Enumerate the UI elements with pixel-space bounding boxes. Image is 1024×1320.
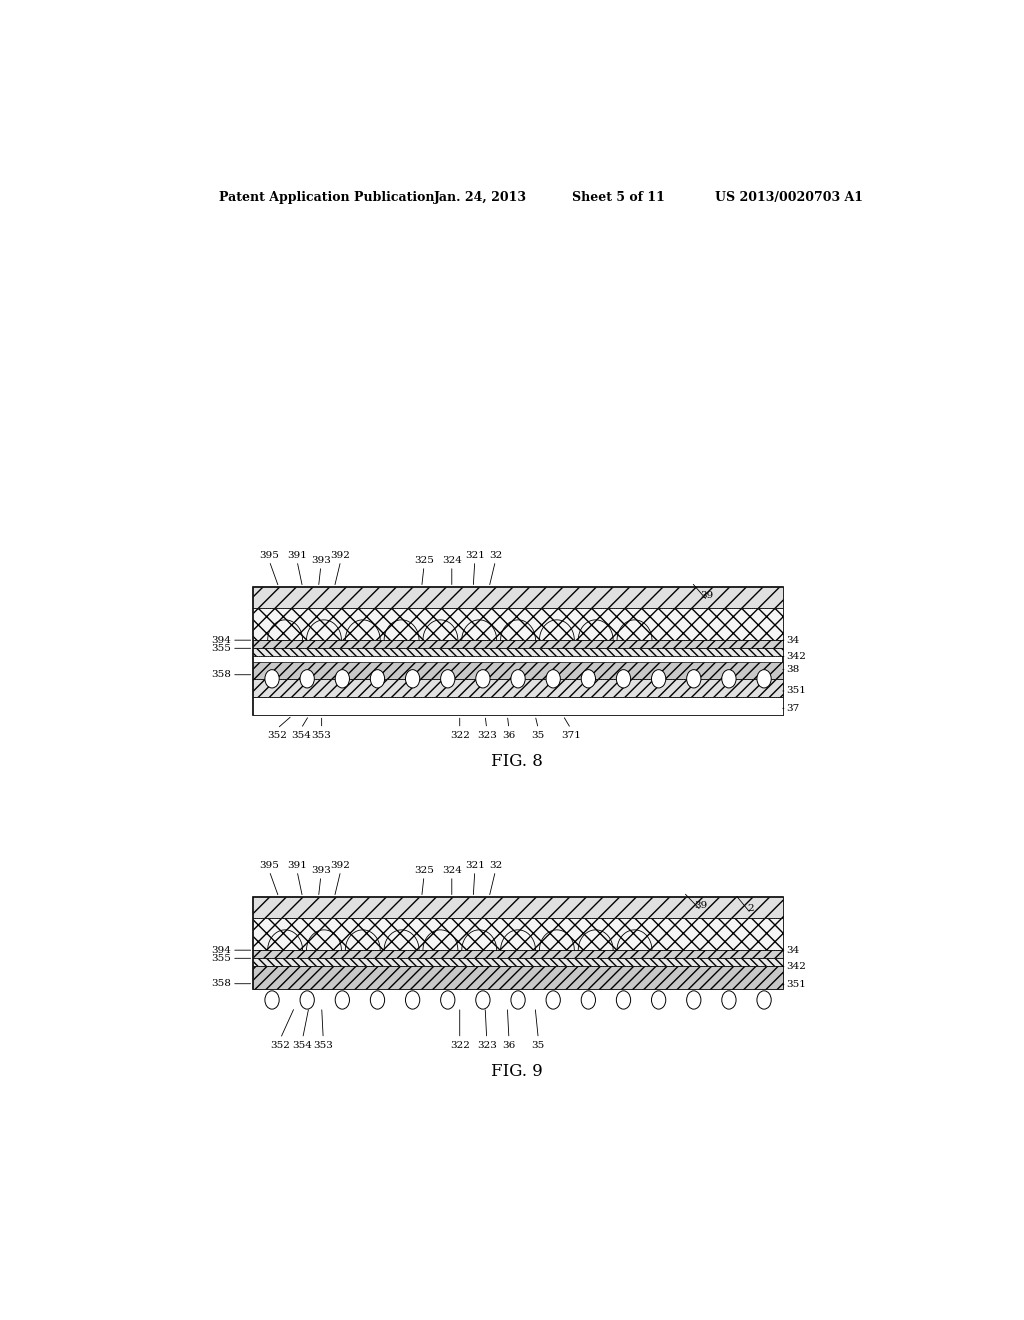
Circle shape: [757, 991, 771, 1008]
Circle shape: [616, 669, 631, 688]
Circle shape: [511, 669, 525, 688]
Text: 324: 324: [441, 866, 462, 875]
Text: 351: 351: [786, 686, 807, 696]
Text: 323: 323: [477, 731, 497, 739]
Circle shape: [582, 991, 596, 1008]
Bar: [253, 966, 782, 989]
Circle shape: [300, 991, 314, 1008]
Text: 393: 393: [311, 556, 331, 565]
Bar: [253, 661, 782, 678]
Text: 322: 322: [450, 731, 470, 739]
Bar: [253, 917, 782, 950]
Text: 393: 393: [311, 866, 331, 875]
Circle shape: [476, 991, 490, 1008]
Circle shape: [757, 669, 771, 688]
Text: 391: 391: [287, 550, 307, 560]
Text: FIG. 9: FIG. 9: [490, 1063, 543, 1080]
Text: 352: 352: [270, 1040, 291, 1049]
Text: 342: 342: [786, 962, 807, 972]
Circle shape: [722, 991, 736, 1008]
Circle shape: [406, 991, 420, 1008]
Text: 37: 37: [786, 704, 800, 713]
Text: 32: 32: [488, 550, 502, 560]
Bar: [253, 648, 782, 656]
Text: 394: 394: [211, 636, 231, 644]
Circle shape: [616, 991, 631, 1008]
Text: 351: 351: [786, 981, 807, 989]
Text: 394: 394: [211, 945, 231, 954]
Text: Patent Application Publication: Patent Application Publication: [219, 191, 435, 203]
Circle shape: [476, 669, 490, 688]
Circle shape: [722, 669, 736, 688]
Circle shape: [265, 991, 280, 1008]
Circle shape: [546, 669, 560, 688]
Bar: [253, 898, 782, 917]
Text: Jan. 24, 2013: Jan. 24, 2013: [433, 191, 526, 203]
Circle shape: [335, 991, 349, 1008]
Circle shape: [440, 991, 455, 1008]
Text: 35: 35: [531, 1040, 545, 1049]
Circle shape: [687, 991, 700, 1008]
Text: 354: 354: [293, 1040, 312, 1049]
Text: 325: 325: [414, 866, 434, 875]
Bar: [253, 950, 782, 958]
Text: 358: 358: [211, 671, 231, 680]
Text: 391: 391: [287, 861, 307, 870]
Text: FIG. 8: FIG. 8: [490, 752, 543, 770]
Text: 353: 353: [313, 1040, 333, 1049]
Text: 353: 353: [311, 731, 332, 739]
Circle shape: [371, 991, 385, 1008]
Text: 371: 371: [561, 731, 581, 739]
Bar: [253, 587, 782, 607]
Text: 342: 342: [786, 652, 807, 661]
Bar: [253, 587, 782, 715]
Bar: [253, 640, 782, 648]
Circle shape: [651, 991, 666, 1008]
Text: 395: 395: [259, 861, 280, 870]
Text: 352: 352: [267, 731, 287, 739]
Text: 325: 325: [414, 556, 434, 565]
Circle shape: [335, 669, 349, 688]
Circle shape: [440, 669, 455, 688]
Text: 392: 392: [331, 861, 350, 870]
Text: 35: 35: [531, 731, 545, 739]
Text: Sheet 5 of 11: Sheet 5 of 11: [572, 191, 666, 203]
Circle shape: [371, 669, 385, 688]
Bar: [253, 697, 782, 715]
Circle shape: [511, 991, 525, 1008]
Text: 321: 321: [465, 861, 484, 870]
Text: 395: 395: [259, 550, 280, 560]
Text: 34: 34: [786, 945, 800, 954]
Text: 38: 38: [786, 665, 800, 675]
Text: US 2013/0020703 A1: US 2013/0020703 A1: [715, 191, 863, 203]
Text: 2: 2: [748, 904, 755, 912]
Text: 321: 321: [465, 550, 484, 560]
Circle shape: [651, 669, 666, 688]
Circle shape: [300, 669, 314, 688]
Text: 324: 324: [441, 556, 462, 565]
Circle shape: [406, 669, 420, 688]
Circle shape: [546, 991, 560, 1008]
Text: 39: 39: [694, 900, 708, 909]
Circle shape: [582, 669, 596, 688]
Text: 358: 358: [211, 979, 231, 989]
Text: 354: 354: [291, 731, 311, 739]
Text: 323: 323: [477, 1040, 497, 1049]
Bar: [253, 898, 782, 989]
Bar: [253, 958, 782, 966]
Text: 39: 39: [700, 590, 714, 599]
Circle shape: [687, 669, 700, 688]
Text: 36: 36: [503, 731, 515, 739]
Bar: [253, 678, 782, 697]
Bar: [253, 607, 782, 640]
Circle shape: [265, 669, 280, 688]
Text: 32: 32: [488, 861, 502, 870]
Text: 36: 36: [503, 1040, 515, 1049]
Text: 355: 355: [211, 954, 231, 962]
Text: 34: 34: [786, 636, 800, 644]
Text: 392: 392: [331, 550, 350, 560]
Text: 355: 355: [211, 644, 231, 653]
Text: 322: 322: [450, 1040, 470, 1049]
